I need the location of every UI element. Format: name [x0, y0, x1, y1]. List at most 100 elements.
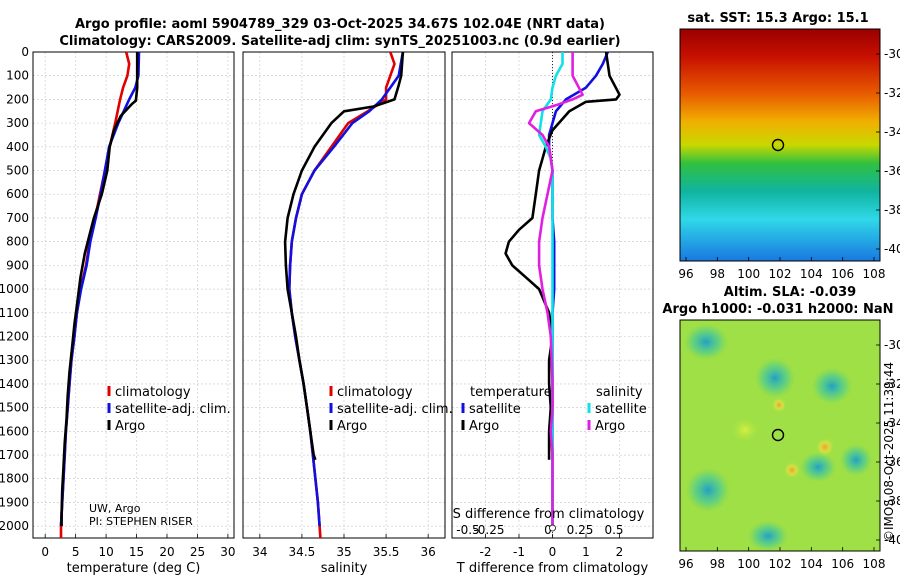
axes-frame — [451, 51, 654, 539]
x-tick-label: 10 — [98, 545, 113, 559]
y-tick-label: 600 — [6, 187, 29, 201]
series-line-climatology — [287, 51, 396, 539]
top-tick-label: 0 — [544, 523, 552, 537]
map-y-tick-label: -30 — [884, 47, 900, 61]
series-line-temperature-argo — [504, 51, 621, 460]
series-line-argo — [283, 51, 405, 461]
y-tick-label: 400 — [6, 140, 29, 154]
legend-item-label: Argo — [337, 419, 367, 434]
map-y-tick-label: -32 — [884, 86, 900, 100]
x-tick-label: 20 — [159, 545, 174, 559]
sla-eddy — [684, 324, 728, 360]
y-tick-label: 200 — [6, 92, 29, 106]
sst-float-marker — [771, 138, 785, 152]
legend-title-temperature: temperature — [470, 385, 552, 400]
axes-frame — [242, 51, 446, 539]
map-y-tick-label: -36 — [884, 164, 900, 178]
map-y-tick-label: -38 — [884, 203, 900, 217]
x-tick-label: 30 — [220, 545, 235, 559]
sst-map-ticks: 96 98 100 102 104 106 108 -30 -32 -34 -36 -38 -40 — [678, 47, 900, 281]
x-tick-label: -2 — [480, 545, 492, 559]
x-axis-label: temperature (deg C) — [67, 561, 201, 576]
map-x-tick-label: 108 — [863, 267, 886, 281]
y-tick-label: 1600 — [0, 424, 29, 438]
top-tick-label: -0.25 — [473, 523, 504, 537]
map-x-tick-label: 98 — [710, 557, 725, 571]
axes-frame — [32, 51, 235, 539]
legend-item-label: climatology — [115, 385, 191, 400]
map-x-tick-label: 100 — [737, 557, 760, 571]
legend-item-label: satellite-adj. clim. — [337, 402, 453, 417]
map-y-tick-label: -32 — [884, 377, 900, 391]
zero-marker — [549, 524, 556, 532]
x-tick-label: 34.5 — [289, 545, 316, 559]
top-tick-label: -0.5 — [456, 523, 479, 537]
sla-eddy — [686, 468, 730, 512]
legend-item-label: Argo — [469, 419, 499, 434]
sla-eddy — [840, 444, 872, 476]
y-tick-label: 1800 — [0, 472, 29, 486]
map-x-tick-label: 96 — [678, 557, 693, 571]
y-tick-label: 500 — [6, 164, 29, 178]
legend-item-label: satellite — [469, 402, 521, 417]
map-y-tick-label: -40 — [884, 533, 900, 547]
map-x-tick-label: 104 — [800, 267, 823, 281]
x-tick-label: 34 — [252, 545, 267, 559]
x-tick-label: 36 — [421, 545, 436, 559]
sla-eddy — [755, 358, 795, 398]
map-x-tick-label: 106 — [831, 557, 854, 571]
y-tick-label: 0 — [21, 45, 29, 59]
y-tick-label: 100 — [6, 69, 29, 83]
figure-title-line2: Climatology: CARS2009. Satellite-adj cli… — [59, 34, 620, 49]
x-tick-label: 0 — [41, 545, 49, 559]
x-tick-label: 35.5 — [373, 545, 400, 559]
x-tick-label: 35 — [336, 545, 351, 559]
legend-item-label: Argo — [115, 419, 145, 434]
sla-eddy — [812, 368, 852, 404]
top-axis-label: S difference from climatology — [453, 507, 645, 522]
sst-map-title: sat. SST: 15.3 Argo: 15.1 — [687, 11, 868, 26]
temperature-panel: 0 5 10 15 20 25 300100200300400500600700800900… — [0, 45, 236, 576]
series-line-satellite-adj-clim- — [59, 51, 141, 527]
series-line-salinity-argo — [527, 52, 584, 527]
legend-title-salinity: salinity — [596, 385, 643, 400]
legend-item-label: climatology — [337, 385, 413, 400]
y-tick-label: 1300 — [0, 353, 29, 367]
y-tick-label: 1700 — [0, 448, 29, 462]
credit-line1: UW, Argo — [89, 502, 141, 515]
sla-eddy — [748, 521, 788, 551]
x-tick-label: 5 — [72, 545, 80, 559]
x-axis-label: salinity — [321, 561, 368, 576]
x-tick-label: 2 — [616, 545, 624, 559]
map-x-tick-label: 96 — [678, 267, 693, 281]
map-x-tick-label: 100 — [737, 267, 760, 281]
figure-title-line1: Argo profile: aoml 5904789_329 03-Oct-20… — [75, 17, 605, 32]
sla-float-marker — [771, 428, 785, 442]
legend-item-label: satellite — [595, 402, 647, 417]
y-tick-label: 1500 — [0, 401, 29, 415]
sla-high — [783, 461, 801, 479]
map-y-tick-label: -34 — [884, 416, 900, 430]
map-y-tick-label: -38 — [884, 494, 900, 508]
x-tick-label: 25 — [190, 545, 205, 559]
sla-map — [679, 319, 881, 552]
sla-eddy — [800, 452, 836, 482]
y-tick-label: 2000 — [0, 519, 29, 533]
y-tick-label: 300 — [6, 116, 29, 130]
sla-high — [729, 416, 761, 444]
imos-watermark: ©IMOS 08-Oct-2025 11:39:44 — [882, 362, 896, 542]
series-line-salinity-satellite — [537, 52, 564, 527]
sst-map — [679, 28, 881, 262]
legend-item-label: satellite-adj. clim. — [115, 402, 231, 417]
y-tick-label: 1000 — [0, 282, 29, 296]
credit-line2: PI: STEPHEN RISER — [89, 515, 193, 528]
series-line-argo — [60, 52, 139, 527]
map-y-tick-label: -30 — [884, 338, 900, 352]
x-tick-label: 0 — [549, 545, 557, 559]
y-tick-label: 1400 — [0, 377, 29, 391]
map-x-tick-label: 104 — [800, 557, 823, 571]
y-tick-label: 900 — [6, 258, 29, 272]
salinity-panel: 34 34.5 35 35.5 36 salinity climatology satelli… — [242, 51, 453, 576]
